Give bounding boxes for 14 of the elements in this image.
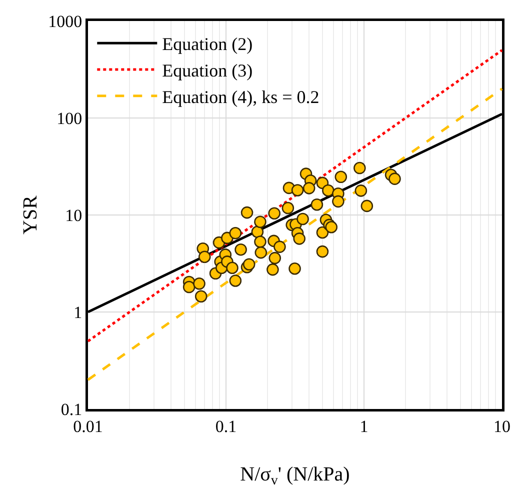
x-axis-title: N/σ$_{v}$' (N/kPa) <box>240 464 350 489</box>
y-tick-label: 100 <box>56 108 82 128</box>
y-tick-label: 10 <box>65 206 82 225</box>
y-axis-title: YSR <box>20 194 42 234</box>
x-tick-label: 10 <box>494 416 510 436</box>
x-tick-label: 1 <box>360 416 368 436</box>
x-tick-label: 0.1 <box>215 416 237 436</box>
x-tick-label: 0.01 <box>73 416 103 436</box>
y-tick-label: 0.1 <box>60 400 82 419</box>
y-tick-label: 1 <box>74 302 82 322</box>
legend-label: Equation (4), ks = 0.2 <box>162 86 320 107</box>
legend-label: Equation (3) <box>162 60 253 80</box>
y-tick-label: 1000 <box>48 12 82 31</box>
legend-label: Equation (2) <box>162 34 253 54</box>
